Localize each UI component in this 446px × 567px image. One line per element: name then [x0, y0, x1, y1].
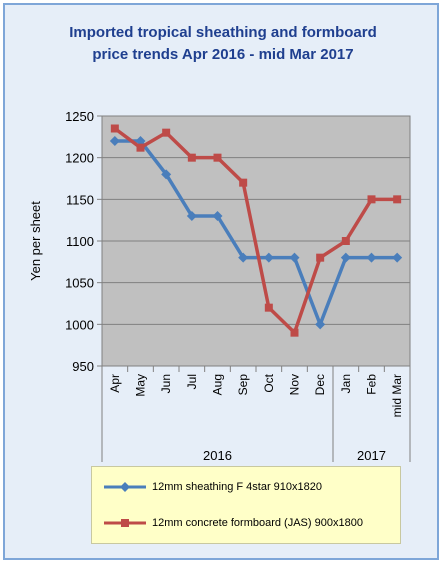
x-category-label: Sep [236, 374, 250, 396]
data-point-0 [392, 252, 403, 263]
data-point-1 [110, 124, 119, 133]
y-tick-label: 1250 [65, 109, 94, 124]
x-category-label: May [134, 374, 148, 397]
y-tick-label: 1150 [66, 192, 94, 207]
x-category-label: Nov [288, 374, 302, 395]
x-category-label: Dec [313, 374, 327, 395]
x-category-label: Jun [159, 374, 173, 393]
data-point-1 [264, 303, 273, 312]
x-category-label: mid Mar [390, 374, 404, 417]
y-tick-label: 1000 [65, 317, 94, 332]
y-tick-label: 1100 [66, 234, 94, 249]
x-category-label: Apr [108, 374, 122, 393]
data-point-1 [187, 153, 196, 162]
series-line-1 [113, 127, 398, 335]
data-point-1 [162, 128, 171, 137]
data-point-1 [239, 178, 248, 187]
y-tick-label: 1050 [65, 276, 94, 291]
year-label: 2016 [203, 448, 232, 463]
legend: 12mm sheathing F 4star 910x1820 12mm con… [91, 466, 401, 544]
data-point-1 [393, 195, 402, 204]
data-point-0 [135, 136, 146, 146]
data-point-1 [290, 328, 299, 337]
chart-title-line-2: price trends Apr 2016 - mid Mar 2017 [92, 46, 354, 63]
x-category-label: Oct [262, 373, 276, 392]
data-point-0 [186, 211, 197, 221]
data-point-0 [289, 252, 300, 263]
data-point-1 [213, 153, 222, 162]
legend-label-formboard: 12mm concrete formboard (JAS) 900x1800 [152, 517, 363, 529]
data-point-0 [109, 136, 120, 146]
chart-title-line-1: Imported tropical sheathing and formboar… [69, 24, 377, 41]
x-category-label: Aug [211, 374, 225, 395]
data-point-1 [367, 195, 376, 204]
x-category-label: Jul [185, 374, 199, 389]
data-point-0 [315, 319, 326, 330]
data-point-0 [340, 252, 351, 263]
data-point-0 [366, 252, 377, 263]
x-category-label: Feb [365, 374, 379, 395]
y-axis-label: Yen per sheet [28, 201, 43, 281]
data-point-1 [136, 143, 145, 152]
data-point-0 [263, 252, 274, 263]
y-tick-label: 1200 [65, 151, 94, 166]
data-point-1 [341, 237, 350, 245]
year-label: 2017 [357, 448, 386, 463]
chart-title: Imported tropical sheathing and formboar… [0, 22, 446, 66]
data-point-0 [161, 169, 172, 180]
data-point-0 [238, 252, 249, 263]
data-point-0 [212, 211, 223, 221]
legend-marker-sheathing [104, 482, 146, 492]
y-tick-label: 950 [72, 359, 94, 374]
x-category-label: Jan [339, 374, 353, 393]
legend-item-sheathing: 12mm sheathing F 4star 910x1820 [104, 481, 322, 493]
legend-label-sheathing: 12mm sheathing F 4star 910x1820 [152, 481, 322, 493]
data-point-1 [316, 253, 325, 262]
legend-marker-formboard [104, 519, 146, 527]
legend-item-formboard: 12mm concrete formboard (JAS) 900x1800 [104, 517, 363, 529]
